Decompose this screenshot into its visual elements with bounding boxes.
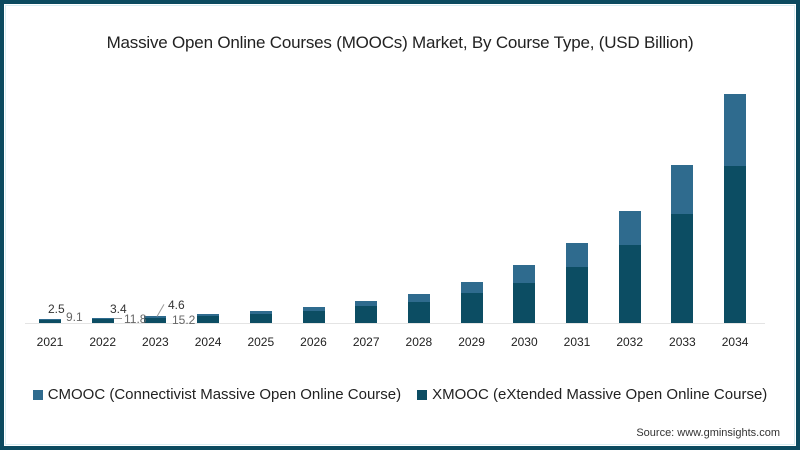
bar-segment-xmooc[interactable]	[566, 266, 588, 323]
x-tick-label: 2034	[721, 335, 749, 349]
bar-segment-cmooc[interactable]	[724, 94, 747, 167]
legend: CMOOC (Connectivist Massive Open Online …	[0, 386, 800, 403]
x-axis-baseline	[25, 323, 765, 324]
bar-2027[interactable]	[355, 301, 378, 323]
x-tick-label: 2023	[142, 335, 169, 349]
x-tick-label: 2022	[89, 335, 117, 349]
x-tick-label: 2029	[458, 335, 485, 349]
bar-segment-cmooc[interactable]	[249, 310, 272, 314]
legend-item-xmooc[interactable]: XMOOC (eXtended Massive Open Online Cour…	[417, 386, 767, 403]
bar-segment-xmooc[interactable]	[144, 317, 167, 323]
legend-item-cmooc[interactable]: CMOOC (Connectivist Massive Open Online …	[32, 386, 402, 403]
x-tick-label: 2030	[510, 335, 538, 349]
bar-segment-cmooc[interactable]	[39, 318, 61, 320]
bar-segment-xmooc[interactable]	[724, 166, 747, 323]
data-label-cmooc-2021: 2.5	[48, 302, 65, 316]
x-tick-label: 2033	[669, 335, 696, 349]
legend-swatch-xmooc-icon	[417, 389, 428, 400]
bar-segment-cmooc[interactable]	[460, 282, 483, 293]
bar-2030[interactable]	[513, 265, 536, 323]
x-tick-label: 2026	[300, 335, 327, 349]
bar-segment-xmooc[interactable]	[91, 319, 114, 323]
x-tick-label: 2032	[616, 335, 644, 349]
bar-segment-cmooc[interactable]	[197, 313, 220, 316]
frame-inner-border	[5, 5, 795, 445]
bar-segment-cmooc[interactable]	[513, 265, 536, 283]
bar-segment-xmooc[interactable]	[513, 282, 536, 323]
bar-2032[interactable]	[618, 211, 641, 323]
bar-2021[interactable]	[39, 318, 61, 323]
source-note: Source: www.gminsights.com	[636, 427, 780, 439]
x-tick-label: 2031	[563, 335, 591, 349]
bar-segment-cmooc[interactable]	[566, 242, 588, 267]
x-tick-label: 2028	[405, 335, 433, 349]
bar-segment-xmooc[interactable]	[355, 306, 378, 323]
bar-segment-cmooc[interactable]	[91, 317, 114, 320]
bar-segment-xmooc[interactable]	[39, 319, 61, 323]
bar-segment-xmooc[interactable]	[618, 244, 641, 323]
bar-segment-xmooc[interactable]	[197, 315, 220, 323]
bar-2025[interactable]	[249, 310, 272, 323]
bar-2028[interactable]	[407, 293, 430, 323]
data-label-xmooc-2023: 15.2	[172, 313, 196, 327]
bar-segment-xmooc[interactable]	[407, 301, 430, 323]
chart-title: Massive Open Online Courses (MOOCs) Mark…	[106, 33, 694, 52]
data-label-cmooc-2022: 3.4	[110, 302, 127, 316]
x-tick-label: 2024	[194, 335, 222, 349]
bar-segment-xmooc[interactable]	[249, 313, 272, 323]
bar-segment-cmooc[interactable]	[144, 316, 167, 318]
x-tick-label: 2021	[36, 335, 64, 349]
x-tick-label: 2025	[247, 335, 275, 349]
legend-label-cmooc: CMOOC (Connectivist Massive Open Online …	[47, 386, 402, 403]
bar-segment-cmooc[interactable]	[618, 211, 641, 245]
leader-line-2022	[114, 318, 122, 319]
data-label-xmooc-2022: 11.8	[124, 312, 147, 326]
data-label-xmooc-2021: 9.1	[66, 310, 83, 324]
legend-swatch-cmooc-icon	[32, 389, 43, 400]
bar-2023[interactable]	[144, 316, 167, 323]
bar-2026[interactable]	[302, 306, 325, 323]
data-label-cmooc-2023: 4.6	[168, 298, 185, 312]
bar-segment-xmooc[interactable]	[302, 310, 325, 323]
legend-label-xmooc: XMOOC (eXtended Massive Open Online Cour…	[432, 386, 768, 403]
bar-segment-cmooc[interactable]	[302, 306, 325, 311]
bar-segment-cmooc[interactable]	[671, 164, 694, 214]
bar-2024[interactable]	[197, 313, 220, 323]
bar-2033[interactable]	[671, 164, 694, 323]
bar-segment-cmooc[interactable]	[355, 301, 378, 307]
bar-2029[interactable]	[460, 282, 483, 323]
bar-segment-cmooc[interactable]	[407, 293, 430, 302]
x-tick-label: 2027	[352, 335, 380, 349]
bar-2034[interactable]	[724, 94, 747, 323]
bar-2022[interactable]	[91, 317, 114, 323]
bar-segment-xmooc[interactable]	[460, 292, 483, 323]
bar-segment-xmooc[interactable]	[671, 213, 694, 323]
bar-2031[interactable]	[566, 242, 588, 323]
